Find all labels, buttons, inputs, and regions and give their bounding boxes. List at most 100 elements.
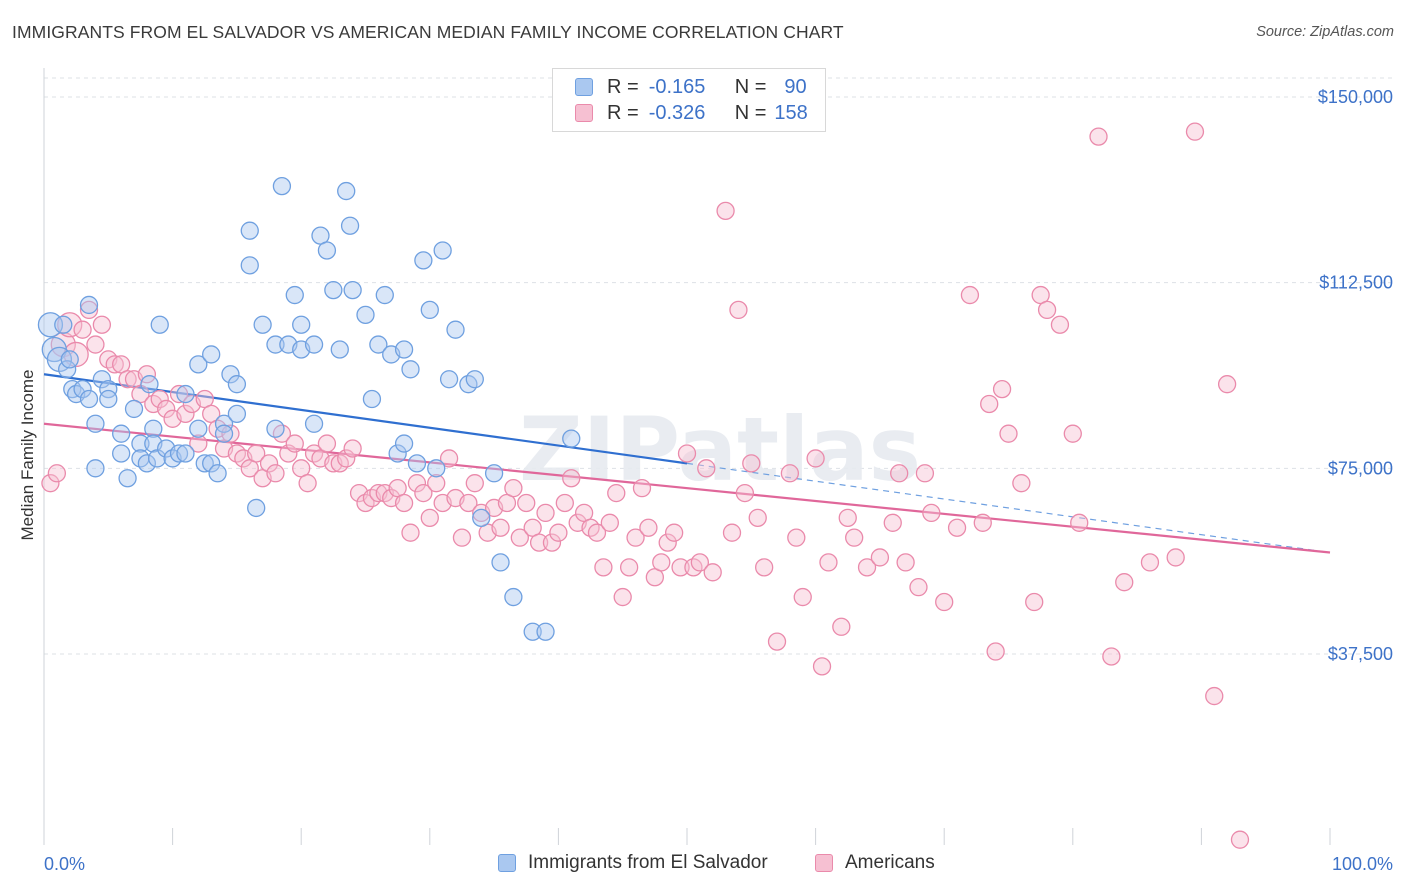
point-americans [259, 454, 279, 473]
point-el-salvador [99, 389, 118, 409]
legend-swatch-pink [575, 104, 593, 122]
point-americans [697, 459, 716, 478]
point-el-salvador [112, 444, 131, 463]
point-el-salvador [169, 444, 189, 463]
point-americans [79, 300, 99, 320]
point-americans [1025, 592, 1044, 612]
point-el-salvador [99, 379, 118, 399]
point-americans [169, 384, 189, 404]
point-americans [999, 424, 1018, 443]
point-americans [529, 533, 549, 552]
point-americans [600, 513, 619, 532]
point-americans [452, 528, 472, 547]
point-americans [414, 483, 433, 503]
point-americans [105, 355, 124, 374]
series-swatch-pink [815, 854, 833, 872]
point-americans [118, 370, 137, 389]
point-el-salvador [202, 345, 221, 364]
point-el-salvador [86, 459, 105, 478]
point-el-salvador [330, 340, 349, 359]
point-americans [793, 587, 812, 607]
legend-r-value: -0.326 [648, 101, 706, 124]
point-americans [549, 523, 568, 542]
point-el-salvador [446, 320, 465, 339]
point-americans [1063, 424, 1082, 443]
chart-title: IMMIGRANTS FROM EL SALVADOR VS AMERICAN … [12, 22, 844, 42]
point-americans [922, 503, 941, 523]
point-americans [221, 424, 240, 443]
point-americans [664, 523, 684, 542]
point-americans [883, 513, 902, 532]
point-americans [1230, 830, 1250, 849]
point-americans [992, 379, 1012, 399]
point-el-salvador [227, 375, 247, 394]
point-el-salvador [86, 414, 105, 433]
point-el-salvador [324, 280, 343, 300]
point-americans [838, 508, 857, 527]
point-el-salvador [240, 221, 259, 240]
point-americans [658, 533, 677, 552]
point-americans [1037, 300, 1057, 320]
point-el-salvador [137, 454, 157, 473]
point-americans [427, 474, 446, 493]
point-el-salvador [536, 622, 555, 641]
point-americans [1140, 553, 1160, 572]
series-legend-el-salvador: Immigrants from El Salvador [498, 852, 768, 874]
point-americans [722, 523, 742, 542]
point-americans [613, 587, 632, 607]
legend-r-value: -0.165 [648, 75, 706, 98]
point-el-salvador [356, 305, 375, 324]
point-el-salvador [60, 350, 79, 369]
point-americans [504, 478, 523, 498]
x-tick-label-end: 100.0% [1332, 854, 1393, 874]
point-americans [915, 464, 935, 483]
point-americans [298, 474, 317, 493]
point-americans [394, 493, 414, 513]
point-americans [555, 493, 574, 513]
point-americans [986, 642, 1005, 661]
point-americans [150, 389, 169, 409]
point-americans [587, 523, 607, 542]
legend-n-label: N = [734, 75, 767, 98]
point-americans [73, 320, 92, 339]
point-americans [459, 493, 478, 513]
point-americans [510, 528, 529, 547]
point-americans [960, 285, 980, 305]
point-el-salvador [491, 553, 510, 572]
point-el-salvador [208, 464, 227, 483]
y-tick-label: $150,000 [1318, 87, 1393, 107]
point-americans [947, 518, 967, 537]
point-el-salvador [79, 295, 99, 315]
point-americans [677, 444, 697, 463]
x-tick-label-start: 0.0% [44, 854, 85, 874]
legend-r-label: R = [607, 75, 639, 98]
point-americans [1205, 686, 1224, 706]
point-americans [1185, 122, 1205, 141]
point-el-salvador [317, 241, 337, 260]
point-americans [1102, 647, 1121, 666]
point-americans [279, 444, 298, 463]
point-americans [47, 464, 67, 483]
point-americans [317, 434, 337, 453]
point-el-salvador [73, 379, 92, 399]
source-label: Source: ZipAtlas.com [1256, 24, 1394, 40]
point-americans [536, 503, 555, 523]
point-el-salvador [131, 434, 150, 453]
point-americans [92, 315, 112, 334]
point-el-salvador [227, 404, 247, 424]
point-americans [1217, 375, 1237, 394]
legend-row-el-salvador: R = -0.165 N = 90 [575, 74, 807, 100]
point-americans [845, 528, 864, 547]
correlation-legend: R = -0.165 N = 90 R = -0.326 N = 158 [552, 68, 826, 132]
point-americans [980, 394, 999, 414]
point-americans [1070, 513, 1089, 532]
point-el-salvador [340, 216, 360, 235]
y-axis-label: Median Family Income [18, 369, 37, 540]
point-americans [1012, 474, 1031, 493]
point-americans [407, 474, 427, 493]
y-tick-label: $37,500 [1328, 644, 1393, 664]
point-americans [285, 434, 304, 453]
point-el-salvador [176, 384, 195, 404]
point-americans [729, 300, 748, 320]
